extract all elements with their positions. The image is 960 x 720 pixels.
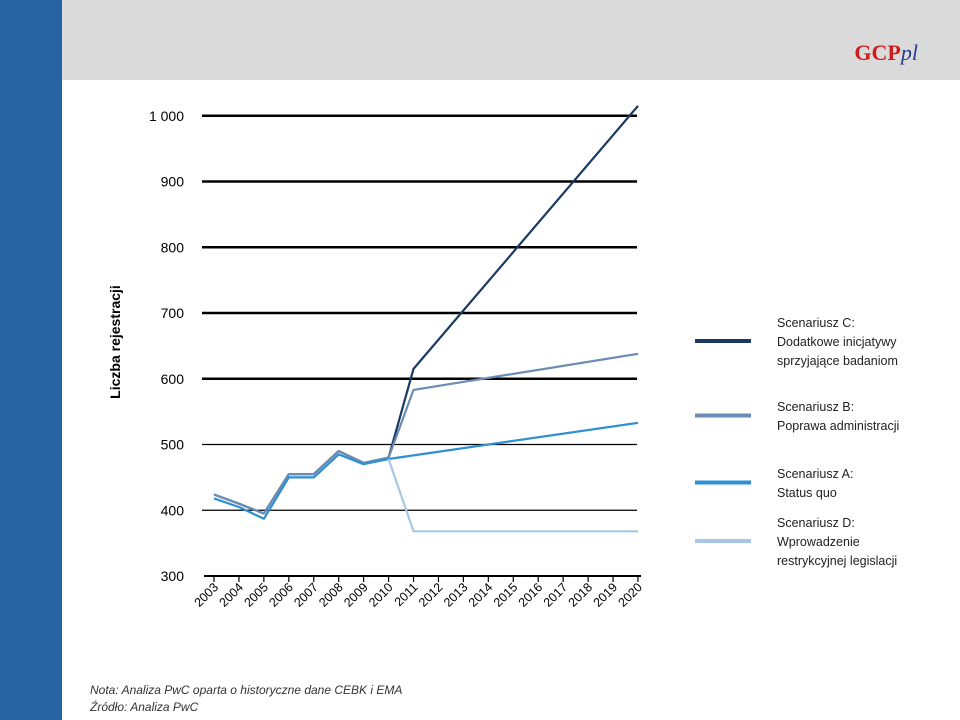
- y-tick-label: 500: [161, 437, 185, 453]
- y-tick-label: 800: [161, 239, 185, 255]
- x-tick-label: 2016: [516, 580, 546, 610]
- x-axis: 2003200420052006200720082009201020112012…: [192, 575, 646, 610]
- y-tick-label: 400: [161, 502, 185, 518]
- legend-label: Wprowadzenie: [777, 535, 860, 549]
- y-tick-label: 700: [161, 305, 185, 321]
- left-accent-bar: [0, 0, 62, 720]
- x-tick-label: 2003: [192, 580, 222, 610]
- legend-label: Scenariusz B:: [777, 400, 854, 414]
- y-tick-label: 300: [161, 568, 185, 584]
- x-tick-label: 2012: [416, 580, 446, 610]
- x-tick-label: 2008: [316, 580, 346, 610]
- x-tick-label: 2017: [541, 580, 571, 610]
- legend-label: Scenariusz C:: [777, 316, 855, 330]
- y-tick-label: 600: [161, 371, 185, 387]
- x-tick-label: 2020: [616, 580, 646, 610]
- legend-label: restrykcyjnej legislacji: [777, 554, 897, 568]
- x-tick-label: 2009: [341, 580, 371, 610]
- y-tick-label: 900: [161, 174, 185, 190]
- series-line-2: [213, 421, 639, 520]
- series-line-0: [213, 105, 639, 515]
- logo: GCPpl: [854, 42, 918, 64]
- x-tick-label: 2013: [441, 580, 471, 610]
- x-tick-label: 2019: [591, 580, 621, 610]
- logo-italic: pl: [900, 40, 918, 65]
- source-text: Źródło: Analiza PwC: [90, 700, 199, 714]
- legend-label: Poprawa administracji: [777, 419, 899, 433]
- y-tick-label: 1 000: [149, 108, 184, 124]
- legend-label: Scenariusz A:: [777, 467, 853, 481]
- legend-label: Scenariusz D:: [777, 516, 855, 530]
- x-tick-label: 2018: [566, 580, 596, 610]
- x-tick-label: 2015: [491, 580, 521, 610]
- y-tick-labels: 300 400 500 600 700 800 900 1 000: [149, 108, 184, 584]
- x-tick-label: 2004: [216, 580, 246, 610]
- x-tick-label: 2006: [266, 580, 296, 610]
- grid-lines: [202, 114, 637, 511]
- x-tick-label: 2005: [241, 580, 271, 610]
- series-lines: [213, 105, 639, 533]
- logo-bold: GCP: [854, 40, 901, 65]
- legend: Scenariusz C: Dodatkowe inicjatywy sprzyja…: [695, 316, 899, 568]
- x-tick-label: 2007: [291, 580, 321, 610]
- header-band: [62, 0, 960, 80]
- chart-notes: Nota: Analiza PwC oparta o historyczne d…: [90, 682, 402, 716]
- legend-label: Dodatkowe inicjatywy: [777, 335, 897, 349]
- y-axis-label: Liczba rejestracji: [107, 285, 123, 399]
- legend-label: sprzyjające badaniom: [777, 354, 898, 368]
- x-tick-label: 2011: [392, 580, 421, 609]
- x-tick-label: 2010: [366, 580, 396, 610]
- series-line-1: [213, 352, 639, 515]
- note-text: Nota: Analiza PwC oparta o historyczne d…: [90, 683, 403, 697]
- series-line-3: [387, 458, 638, 533]
- legend-label: Status quo: [777, 486, 837, 500]
- x-tick-label: 2014: [466, 580, 496, 610]
